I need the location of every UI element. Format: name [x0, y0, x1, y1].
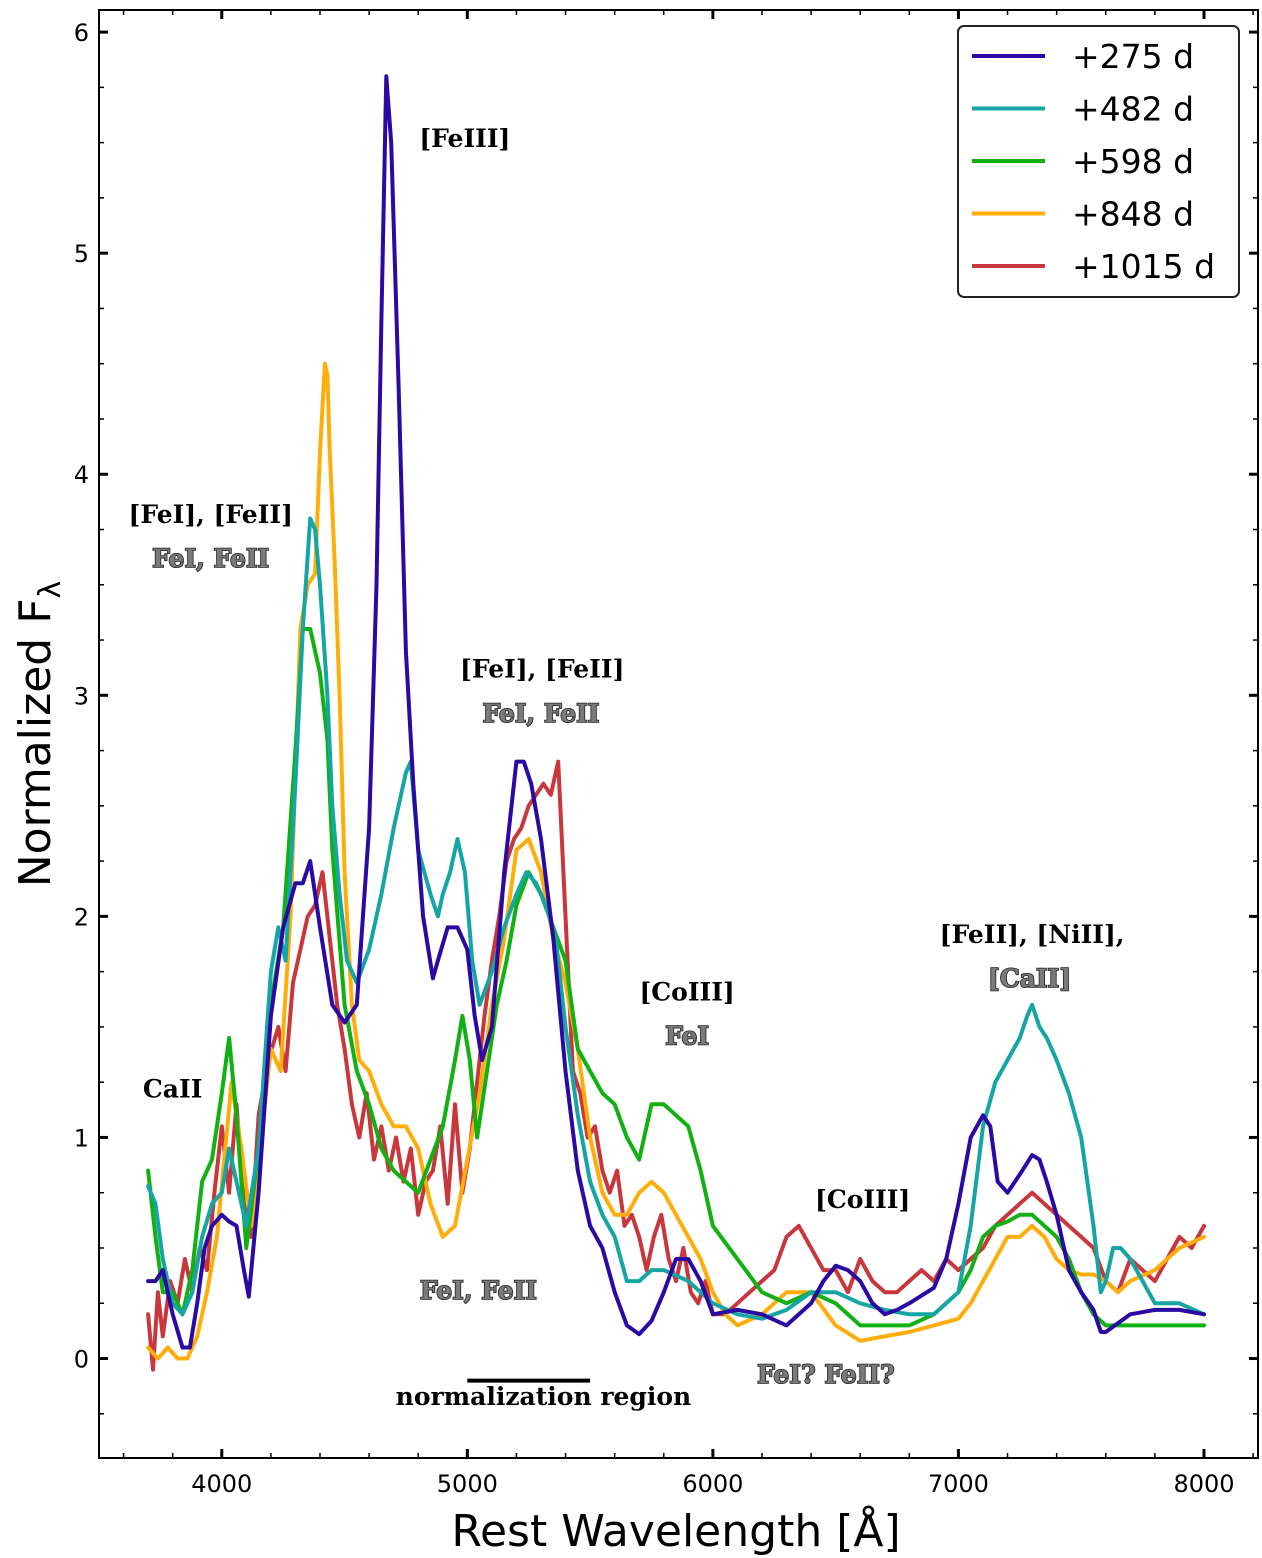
- y-tick-label: 0: [74, 1346, 89, 1374]
- x-tick-label: 4000: [191, 1470, 252, 1498]
- legend-label: +1015 d: [1072, 247, 1215, 286]
- forbidden-line-label: [CoIII]: [815, 1185, 910, 1214]
- x-tick-label: 8000: [1173, 1470, 1234, 1498]
- legend-label: +482 d: [1072, 90, 1194, 129]
- forbidden-line-label: [FeI], [FeII]: [460, 655, 624, 684]
- permitted-line-label: FeI, FeII: [152, 544, 269, 573]
- y-axis-title-main: Normalized F: [10, 598, 61, 887]
- x-tick-label: 7000: [928, 1470, 989, 1498]
- y-tick-label: 4: [74, 461, 89, 489]
- y-axis-title-subscript: λ: [33, 581, 68, 599]
- y-axis-title: Normalized Fλ: [10, 581, 68, 888]
- legend-box: [957, 25, 1240, 298]
- y-tick-label: 6: [74, 19, 89, 47]
- series-line-275dd: [146, 74, 1206, 1350]
- series-lines: [146, 74, 1206, 1372]
- y-tick-label: 5: [74, 240, 89, 268]
- legend-label: +598 d: [1072, 142, 1194, 181]
- y-tick-label: 2: [74, 903, 89, 931]
- forbidden-line-label: [CoIII]: [639, 977, 734, 1006]
- forbidden-line-label: normalization region: [396, 1382, 692, 1411]
- series-line-1015dd: [146, 759, 1206, 1372]
- legend: +275 d +482 d +598 d +848 d +1015 d: [957, 25, 1240, 298]
- axis-ticks: [99, 10, 1258, 1458]
- permitted-line-label: [CaII]: [988, 964, 1071, 993]
- legend-label: +848 d: [1072, 195, 1194, 234]
- permitted-line-label: FeI? FeII?: [757, 1360, 895, 1389]
- x-tick-label: 6000: [682, 1470, 743, 1498]
- x-tick-label: 5000: [437, 1470, 498, 1498]
- line-annotations: [FeIII] [FeI], [FeII] FeI, FeII [FeI], [FeI…: [129, 124, 1125, 1411]
- forbidden-line-label: [FeI], [FeII]: [129, 500, 293, 529]
- y-tick-label: 3: [74, 682, 89, 710]
- forbidden-line-label: [FeIII]: [419, 124, 510, 153]
- x-axis-title: Rest Wavelength [Å]: [451, 1504, 900, 1557]
- series-line-482dd: [146, 516, 1206, 1321]
- permitted-line-label: FeI, FeII: [482, 699, 599, 728]
- y-tick-label: 1: [74, 1124, 89, 1152]
- forbidden-line-label: CaII: [143, 1075, 203, 1104]
- legend-items: +275 d +482 d +598 d +848 d +1015 d: [972, 37, 1215, 286]
- plot-frame: [98, 9, 1259, 1459]
- tick-labels: 4000 5000 6000 7000 8000 0 1 2 3 4 5 6: [74, 19, 1235, 1498]
- series-line-848dd: [146, 361, 1206, 1361]
- permitted-line-label: FeI: [665, 1022, 709, 1051]
- forbidden-line-label: [FeII], [NiII],: [940, 920, 1125, 949]
- permitted-line-label: FeI, FeII: [420, 1276, 537, 1305]
- legend-label: +275 d: [1072, 37, 1194, 76]
